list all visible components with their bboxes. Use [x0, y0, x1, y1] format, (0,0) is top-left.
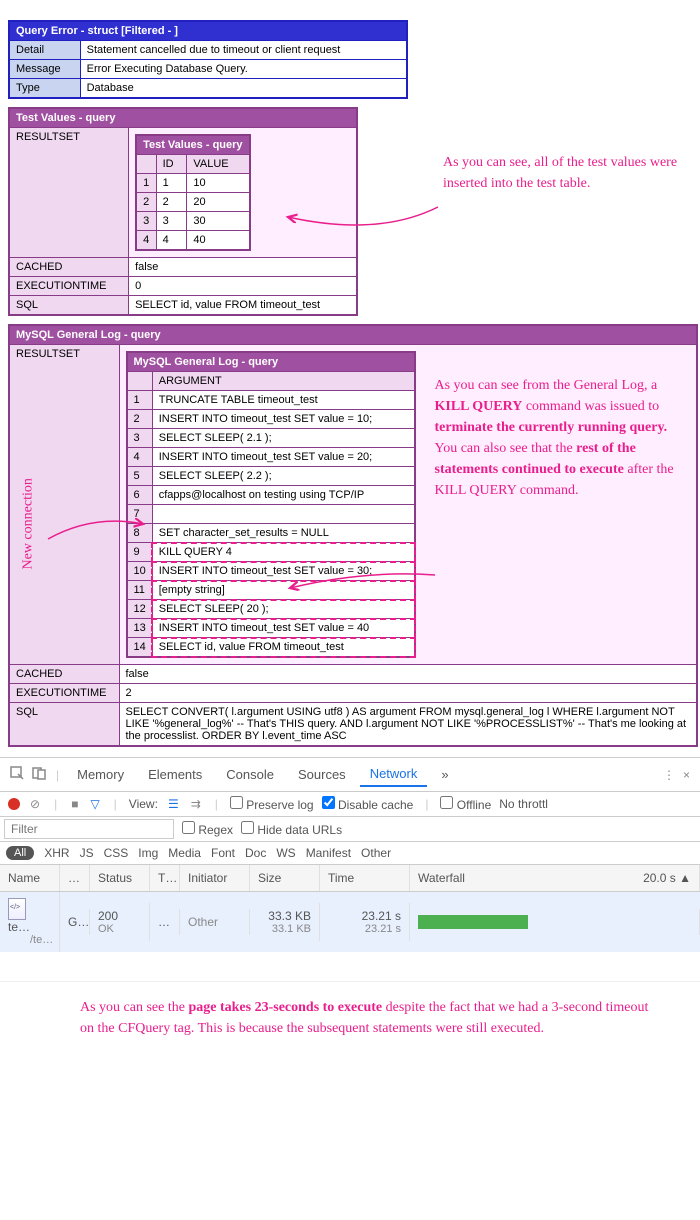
hide-data-urls-checkbox[interactable]: Hide data URLs: [241, 821, 342, 837]
annotation-test-values: As you can see, all of the test values w…: [443, 152, 683, 194]
error-label-type: Type: [9, 79, 80, 99]
tab-more[interactable]: »: [431, 763, 458, 786]
test-values-title: Test Values - query: [9, 108, 357, 128]
error-type: Database: [80, 79, 407, 99]
annotation-devtools: As you can see the page takes 23-seconds…: [0, 982, 700, 1054]
filter-font[interactable]: Font: [211, 846, 235, 860]
tab-network[interactable]: Network: [360, 762, 428, 787]
regex-checkbox[interactable]: Regex: [182, 821, 233, 837]
close-icon[interactable]: ×: [681, 768, 692, 782]
filter-other[interactable]: Other: [361, 846, 391, 860]
mysql-log-panel: MySQL General Log - query RESULTSET MySQ…: [8, 324, 692, 747]
resultset-label: RESULTSET: [9, 128, 129, 258]
filter-ws[interactable]: WS: [276, 846, 295, 860]
tab-console[interactable]: Console: [216, 763, 284, 786]
clear-icon[interactable]: ⊘: [28, 797, 42, 811]
tab-sources[interactable]: Sources: [288, 763, 356, 786]
filter-media[interactable]: Media: [168, 846, 201, 860]
error-title: Query Error - struct [Filtered - ]: [9, 21, 407, 41]
waterfall-bar: [418, 915, 528, 929]
kebab-icon[interactable]: ⋮: [661, 768, 677, 782]
annotation-mysql-log: As you can see from the General Log, a K…: [435, 375, 675, 501]
mysql-log-title: MySQL General Log - query: [9, 325, 697, 345]
disable-cache-checkbox[interactable]: Disable cache: [322, 796, 414, 812]
error-label-detail: Detail: [9, 41, 80, 60]
filter-doc[interactable]: Doc: [245, 846, 266, 860]
error-message: Error Executing Database Query.: [80, 60, 407, 79]
filter-css[interactable]: CSS: [104, 846, 129, 860]
filter-manifest[interactable]: Manifest: [306, 846, 351, 860]
device-icon[interactable]: [30, 766, 48, 783]
tab-memory[interactable]: Memory: [67, 763, 134, 786]
devtools-panel: | Memory Elements Console Sources Networ…: [0, 757, 700, 1054]
test-values-inner: Test Values - query IDVALUE 111022203330…: [135, 134, 250, 251]
document-icon: [8, 898, 26, 920]
camera-icon[interactable]: ■: [69, 797, 80, 811]
filter-img[interactable]: Img: [138, 846, 158, 860]
test-values-panel: Test Values - query RESULTSET Test Value…: [8, 107, 692, 316]
mysql-log-inner: MySQL General Log - query ARGUMENT 1TRUN…: [126, 351, 416, 658]
filter-js[interactable]: JS: [80, 846, 94, 860]
filter-input[interactable]: [4, 819, 174, 839]
annotation-new-connection: New connection: [18, 440, 39, 570]
tab-elements[interactable]: Elements: [138, 763, 212, 786]
error-label-message: Message: [9, 60, 80, 79]
filter-icon[interactable]: ▽: [88, 797, 101, 811]
inspect-icon[interactable]: [8, 766, 26, 783]
network-header: Name … Status T… Initiator Size Time Wat…: [0, 865, 700, 892]
view-frame-icon[interactable]: ⇉: [189, 797, 203, 811]
preserve-log-checkbox[interactable]: Preserve log: [230, 796, 314, 812]
network-row[interactable]: te…/te… G… 200OK … Other 33.3 KB33.1 KB …: [0, 892, 700, 952]
filter-all[interactable]: All: [6, 846, 34, 860]
record-icon[interactable]: [8, 798, 20, 810]
error-detail: Statement cancelled due to timeout or cl…: [80, 41, 407, 60]
view-list-icon[interactable]: ☰: [166, 797, 181, 811]
filter-xhr[interactable]: XHR: [44, 846, 69, 860]
offline-checkbox[interactable]: Offline: [440, 796, 491, 812]
query-error-panel: Query Error - struct [Filtered - ] Detai…: [8, 20, 692, 99]
